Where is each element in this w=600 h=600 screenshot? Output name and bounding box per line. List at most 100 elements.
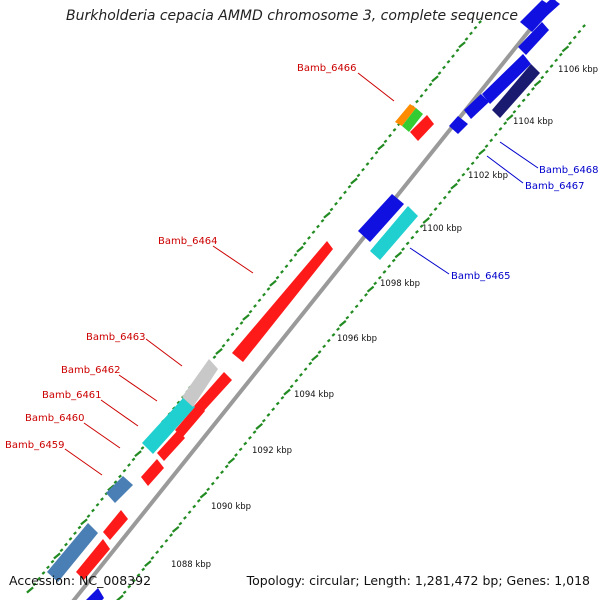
scale-tick bbox=[257, 298, 262, 303]
reverse-gene[interactable] bbox=[482, 54, 531, 104]
scale-tick bbox=[243, 441, 248, 446]
feature-green[interactable] bbox=[402, 108, 423, 132]
scale-tick bbox=[261, 418, 266, 423]
scale-tick bbox=[338, 196, 343, 200]
forward-gene[interactable] bbox=[76, 539, 110, 580]
scale-tick bbox=[86, 514, 91, 519]
gene-label-bamb-6460[interactable]: Bamb_6460 bbox=[25, 413, 85, 424]
scale-tick bbox=[269, 279, 277, 287]
map-title: Burkholderia cepacia AMMD chromosome 3, … bbox=[66, 8, 518, 24]
scale-tick bbox=[470, 161, 475, 166]
scale-tick bbox=[512, 109, 517, 114]
forward-gene[interactable] bbox=[103, 510, 128, 540]
feature-navy[interactable] bbox=[492, 64, 540, 118]
scale-tick bbox=[266, 413, 271, 417]
scale-label-1100: 1100 kbp bbox=[422, 224, 462, 234]
gene-label-bamb-6468[interactable]: Bamb_6468 bbox=[539, 165, 599, 176]
scale-tick bbox=[275, 401, 280, 406]
scale-tick bbox=[242, 313, 250, 321]
feature-steelblue[interactable] bbox=[106, 476, 133, 503]
scale-tick bbox=[230, 332, 235, 337]
gene-label-bamb-6459[interactable]: Bamb_6459 bbox=[5, 440, 65, 451]
scale-tick bbox=[505, 114, 514, 121]
feature-cyan-bamb-6465[interactable] bbox=[370, 206, 418, 260]
scale-tick bbox=[308, 361, 313, 366]
scale-tick bbox=[356, 173, 361, 178]
scale-tick bbox=[531, 87, 535, 91]
forward-gene[interactable] bbox=[141, 459, 164, 486]
forward-gene-bamb-6464[interactable] bbox=[232, 241, 333, 362]
gene-label-bamb-6467[interactable]: Bamb_6467 bbox=[525, 181, 585, 192]
scale-tick bbox=[424, 88, 428, 93]
scale-tick bbox=[224, 464, 229, 469]
scale-tick bbox=[303, 367, 308, 372]
scale-tick bbox=[127, 584, 132, 589]
scale-tick bbox=[262, 292, 266, 297]
scale-tick bbox=[338, 320, 347, 327]
scale-tick bbox=[377, 275, 382, 280]
forward-gene[interactable] bbox=[410, 115, 434, 141]
scale-tick bbox=[134, 450, 142, 458]
scale-tick bbox=[475, 155, 480, 160]
scale-tick bbox=[345, 315, 350, 320]
gene-label-bamb-6466[interactable]: Bamb_6466 bbox=[297, 63, 357, 74]
scale-tick bbox=[212, 355, 217, 359]
scale-tick bbox=[215, 476, 220, 480]
gene-label-bamb-6463[interactable]: Bamb_6463 bbox=[86, 332, 146, 343]
scale-tick bbox=[311, 230, 316, 235]
callout-bamb-6467 bbox=[486, 155, 524, 184]
reverse-gene[interactable] bbox=[358, 194, 404, 242]
forward-gene[interactable] bbox=[194, 372, 232, 414]
reverse-gene[interactable] bbox=[534, 0, 560, 22]
feature-orange[interactable] bbox=[395, 104, 416, 126]
reverse-gene[interactable] bbox=[518, 22, 549, 55]
feature-gray-pseudogene[interactable] bbox=[182, 359, 218, 407]
scale-tick bbox=[558, 52, 563, 57]
scale-tick bbox=[131, 457, 136, 462]
scale-tick bbox=[478, 20, 482, 24]
scale-tick bbox=[422, 217, 431, 224]
reverse-gene-bamb-6468[interactable] bbox=[449, 116, 468, 134]
forward-gene[interactable] bbox=[175, 403, 205, 438]
scale-tick bbox=[370, 156, 374, 161]
scale-tick bbox=[549, 64, 554, 68]
reverse-gene[interactable] bbox=[86, 588, 104, 600]
scale-tick bbox=[255, 422, 264, 430]
scale-tick bbox=[183, 516, 187, 520]
scale-tick bbox=[131, 578, 136, 583]
scale-tick bbox=[377, 143, 385, 151]
scale-tick bbox=[526, 92, 531, 97]
scale-tick bbox=[289, 258, 293, 263]
scale-tick bbox=[192, 504, 197, 509]
feature-cyan-bamb-6463[interactable] bbox=[142, 397, 195, 454]
scale-tick bbox=[473, 25, 478, 30]
scale-label-1094: 1094 kbp bbox=[294, 390, 334, 400]
reverse-gene-bamb-6467[interactable] bbox=[464, 94, 489, 119]
scale-tick bbox=[582, 24, 586, 28]
scale-label-1102: 1102 kbp bbox=[468, 171, 508, 181]
scale-tick bbox=[446, 59, 451, 64]
scale-tick bbox=[419, 224, 424, 229]
scale-tick bbox=[383, 139, 388, 144]
scale-tick bbox=[234, 453, 238, 457]
scale-tick bbox=[316, 224, 320, 229]
gene-label-bamb-6464[interactable]: Bamb_6464 bbox=[158, 236, 218, 247]
scale-tick bbox=[127, 463, 131, 467]
scale-tick bbox=[336, 327, 341, 332]
feature-steelblue[interactable] bbox=[47, 523, 98, 582]
gene-label-bamb-6462[interactable]: Bamb_6462 bbox=[61, 365, 121, 376]
scale-tick bbox=[359, 298, 364, 303]
scale-tick bbox=[50, 559, 55, 564]
scale-tick bbox=[266, 287, 271, 291]
scale-tick bbox=[275, 275, 280, 280]
scale-tick bbox=[37, 576, 41, 581]
scale-tick bbox=[458, 41, 466, 49]
sequence-backbone bbox=[71, 0, 557, 600]
scale-tick bbox=[447, 190, 452, 194]
gene-label-bamb-6465[interactable]: Bamb_6465 bbox=[451, 271, 511, 282]
forward-gene[interactable] bbox=[157, 430, 185, 461]
gene-label-bamb-6461[interactable]: Bamb_6461 bbox=[42, 390, 102, 401]
scale-tick bbox=[140, 446, 145, 450]
scale-tick bbox=[450, 182, 458, 190]
scale-tick bbox=[46, 565, 50, 570]
